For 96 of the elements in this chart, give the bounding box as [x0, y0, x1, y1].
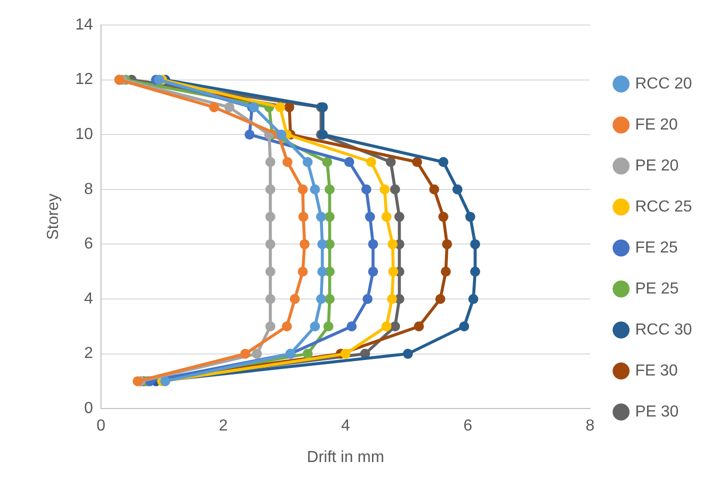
- point: [386, 157, 396, 167]
- y-tick-label: 2: [84, 345, 94, 362]
- point: [414, 321, 424, 332]
- y-tick-label: 0: [84, 400, 94, 418]
- point: [387, 294, 398, 304]
- point: [298, 266, 308, 277]
- x-tick-label: 4: [341, 418, 350, 435]
- point: [435, 294, 446, 304]
- point: [265, 294, 276, 304]
- legend-label: RCC 30: [635, 321, 692, 338]
- point: [317, 266, 328, 277]
- point: [290, 294, 300, 304]
- point: [452, 184, 462, 194]
- point: [265, 266, 276, 277]
- point: [388, 239, 398, 250]
- x-tick-label: 0: [96, 418, 106, 435]
- point: [468, 294, 478, 304]
- point: [275, 102, 286, 112]
- point: [265, 184, 276, 194]
- y-axis-title: Storey: [45, 194, 62, 240]
- y-tick-label: 14: [75, 16, 94, 34]
- point: [265, 157, 276, 167]
- point: [440, 266, 451, 277]
- legend-label: PE 30: [635, 403, 679, 420]
- point: [244, 130, 255, 140]
- point: [282, 157, 292, 167]
- point: [366, 157, 376, 167]
- legend-label: FE 25: [635, 239, 678, 256]
- point: [346, 321, 357, 332]
- legend-label: RCC 20: [635, 75, 692, 92]
- point: [316, 212, 326, 222]
- point: [298, 184, 308, 194]
- point: [438, 157, 448, 167]
- point: [302, 157, 313, 167]
- point: [324, 184, 335, 194]
- point: [388, 266, 398, 277]
- point: [442, 239, 452, 250]
- point: [382, 212, 392, 222]
- y-tick-label: 8: [84, 180, 94, 198]
- point: [470, 266, 480, 277]
- point: [362, 294, 373, 304]
- point: [402, 348, 413, 359]
- point: [310, 321, 320, 332]
- point: [459, 321, 470, 332]
- x-tick-label: 2: [218, 418, 228, 435]
- point: [252, 348, 262, 359]
- point: [323, 321, 334, 332]
- point: [160, 376, 170, 386]
- point: [322, 157, 332, 167]
- point: [412, 157, 422, 167]
- point: [154, 74, 164, 85]
- point: [324, 212, 335, 222]
- point: [394, 212, 404, 222]
- point: [340, 348, 351, 359]
- point: [465, 212, 476, 222]
- point: [390, 184, 400, 194]
- point: [265, 239, 276, 250]
- y-tick-label: 4: [84, 290, 94, 308]
- y-tick-label: 6: [84, 236, 94, 253]
- point: [276, 130, 286, 140]
- point: [365, 212, 375, 222]
- legend-label: PE 25: [635, 280, 679, 298]
- point: [324, 294, 335, 304]
- x-axis-title: Drift in mm: [306, 448, 384, 466]
- point: [390, 321, 400, 332]
- point: [302, 348, 313, 359]
- point: [132, 376, 143, 386]
- legend-label: RCC 25: [635, 198, 692, 216]
- point: [316, 294, 326, 304]
- point: [380, 184, 390, 194]
- point: [361, 184, 372, 194]
- point: [382, 321, 392, 332]
- point: [282, 321, 292, 332]
- point: [368, 266, 378, 277]
- x-tick-label: 8: [586, 418, 595, 435]
- point: [310, 184, 320, 194]
- point: [368, 239, 378, 250]
- legend-label: FE 20: [635, 116, 678, 134]
- legend-label: FE 30: [635, 362, 678, 380]
- point: [240, 348, 250, 359]
- point: [317, 239, 328, 250]
- y-tick-label: 12: [75, 71, 94, 88]
- point: [265, 321, 276, 332]
- point: [209, 102, 220, 112]
- point: [224, 102, 234, 112]
- point: [284, 102, 294, 112]
- x-tick-label: 6: [463, 418, 472, 435]
- point: [429, 184, 440, 194]
- point: [344, 157, 354, 167]
- point: [298, 212, 308, 222]
- point: [470, 239, 480, 250]
- point: [300, 239, 310, 250]
- point: [438, 212, 448, 222]
- y-tick-label: 10: [75, 126, 94, 144]
- point: [265, 212, 276, 222]
- legend-label: PE 20: [635, 157, 679, 174]
